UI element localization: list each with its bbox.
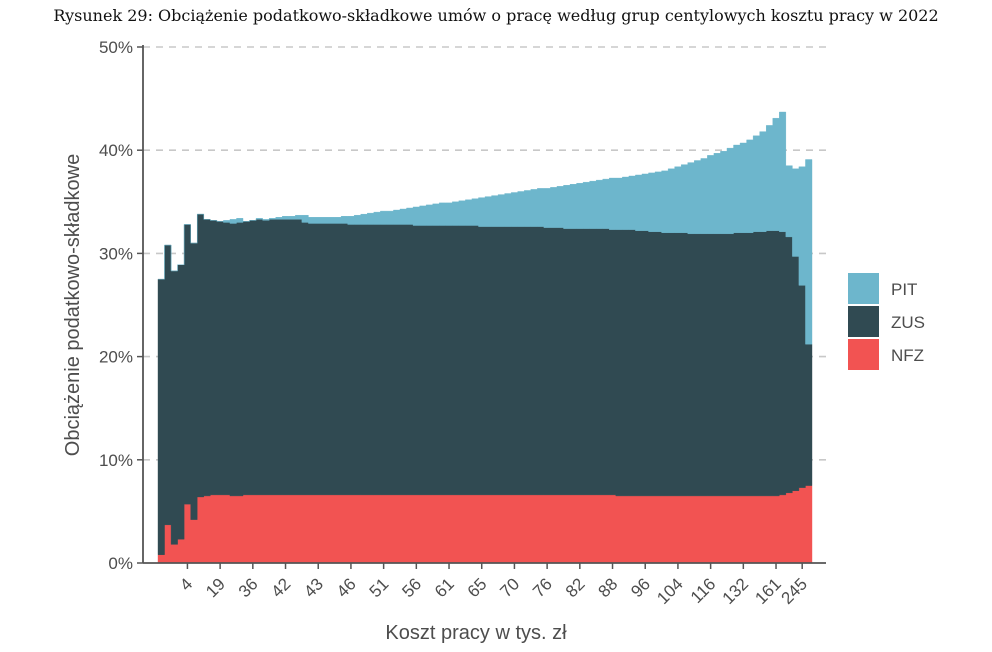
legend-swatch-nfz [848,339,879,370]
x-tick-label: 4 [176,574,196,594]
series-areas [157,111,813,564]
x-axis-ticks: 4 19 36 42 43 46 51 56 61 65 70 76 82 88 96 104 116 132 16… [176,563,811,608]
x-tick-label: 104 [653,574,686,607]
x-tick-label: 82 [562,574,589,601]
y-axis-title: Obciążenie podatkowo-składkowe [62,154,84,456]
x-tick-label: 42 [268,574,295,601]
x-tick-label: 65 [464,574,491,601]
x-tick-label: 56 [398,574,425,601]
x-tick-label: 46 [333,574,360,601]
legend-label-nfz: NFZ [891,346,924,365]
x-axis-title: Koszt pracy w tys. zł [385,622,567,644]
x-tick-label: 43 [300,574,327,601]
x-tick-label: 51 [366,574,393,601]
axes [142,45,826,564]
x-tick-label: 70 [496,574,523,601]
y-tick-label: 50% [99,38,133,57]
x-tick-label: 116 [687,574,720,607]
x-tick-label: 88 [595,574,622,601]
figure-caption: Rysunek 29: Obciążenie podatkowo-składko… [53,6,939,25]
x-tick-label: 96 [627,574,654,601]
x-tick-label: 61 [431,574,458,601]
legend-swatch-zus [848,306,879,337]
x-tick-label: 245 [778,574,811,607]
legend-label-zus: ZUS [891,313,925,332]
y-tick-label: 30% [99,244,133,263]
legend-label-pit: PIT [891,280,917,299]
x-tick-label: 36 [235,574,262,601]
x-tick-label: 132 [719,574,752,607]
legend-swatch-pit [848,273,879,304]
y-tick-label: 0% [108,554,133,573]
y-axis-ticks: 0% 10% 20% 30% 40% 50% [99,38,143,573]
series-area-pit [158,111,813,345]
x-tick-label: 76 [529,574,556,601]
y-tick-label: 40% [99,141,133,160]
y-tick-label: 20% [99,348,133,367]
series-area-nfz [157,485,813,564]
x-tick-label: 19 [202,574,229,601]
y-tick-label: 10% [99,451,133,470]
legend: PIT ZUS NFZ [848,273,925,370]
